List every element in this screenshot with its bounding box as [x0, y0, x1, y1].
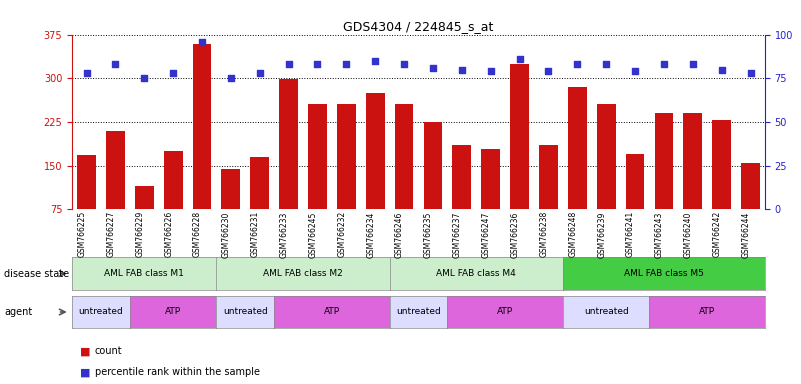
Bar	[654, 113, 674, 209]
Point	[253, 70, 266, 76]
Text: GDS4304 / 224845_s_at: GDS4304 / 224845_s_at	[344, 20, 493, 33]
Text: untreated: untreated	[223, 308, 268, 316]
Text: AML FAB class M5: AML FAB class M5	[624, 269, 704, 278]
Point	[368, 58, 381, 64]
Bar	[77, 155, 96, 209]
Bar	[481, 149, 500, 209]
Text: GSM766233: GSM766233	[280, 211, 288, 258]
Bar	[251, 157, 269, 209]
Text: ■: ■	[80, 367, 91, 377]
Text: GSM766229: GSM766229	[135, 211, 144, 257]
Point	[485, 68, 497, 74]
Bar	[597, 104, 615, 209]
Point	[629, 68, 642, 74]
Bar	[568, 87, 586, 209]
Text: ATP: ATP	[497, 308, 513, 316]
Bar	[626, 154, 645, 209]
Text: GSM766239: GSM766239	[598, 211, 606, 258]
Point	[686, 61, 699, 67]
Text: GSM766248: GSM766248	[568, 211, 578, 257]
Point	[195, 38, 208, 45]
Text: count: count	[95, 346, 122, 356]
Point	[109, 61, 122, 67]
Text: AML FAB class M1: AML FAB class M1	[104, 269, 184, 278]
Text: GSM766230: GSM766230	[222, 211, 231, 258]
Bar	[539, 145, 557, 209]
Text: percentile rank within the sample: percentile rank within the sample	[95, 367, 260, 377]
Point	[340, 61, 352, 67]
Text: ATP: ATP	[165, 308, 181, 316]
Text: untreated: untreated	[584, 308, 629, 316]
Bar	[135, 186, 154, 209]
Text: GSM766240: GSM766240	[684, 211, 693, 258]
Text: GSM766231: GSM766231	[251, 211, 260, 257]
Text: GSM766228: GSM766228	[193, 211, 202, 257]
Text: GSM766238: GSM766238	[539, 211, 549, 257]
Text: GSM766246: GSM766246	[395, 211, 404, 258]
Text: untreated: untreated	[78, 308, 123, 316]
Text: GSM766245: GSM766245	[308, 211, 317, 258]
Bar	[337, 104, 356, 209]
Text: GSM766227: GSM766227	[107, 211, 115, 257]
Bar	[395, 104, 413, 209]
Text: GSM766226: GSM766226	[164, 211, 173, 257]
Text: GSM766236: GSM766236	[510, 211, 520, 258]
Point	[282, 61, 295, 67]
Point	[311, 61, 324, 67]
Point	[715, 66, 728, 73]
Point	[224, 75, 237, 81]
Point	[397, 61, 410, 67]
Bar	[280, 79, 298, 209]
Text: GSM766244: GSM766244	[742, 211, 751, 258]
Point	[600, 61, 613, 67]
Text: ■: ■	[80, 346, 91, 356]
Text: GSM766243: GSM766243	[655, 211, 664, 258]
Point	[456, 66, 469, 73]
Bar	[712, 120, 731, 209]
Text: GSM766237: GSM766237	[453, 211, 462, 258]
Text: ATP: ATP	[324, 308, 340, 316]
Text: ATP: ATP	[699, 308, 715, 316]
Point	[542, 68, 555, 74]
Bar	[163, 151, 183, 209]
Text: GSM766225: GSM766225	[78, 211, 87, 257]
Bar	[222, 169, 240, 209]
Text: agent: agent	[4, 307, 32, 317]
Bar	[106, 131, 125, 209]
Text: GSM766232: GSM766232	[337, 211, 346, 257]
Point	[658, 61, 670, 67]
Text: GSM766234: GSM766234	[366, 211, 375, 258]
Text: AML FAB class M2: AML FAB class M2	[264, 269, 343, 278]
Point	[744, 70, 757, 76]
Text: untreated: untreated	[396, 308, 441, 316]
Bar	[683, 113, 702, 209]
Bar	[308, 104, 327, 209]
Point	[138, 75, 151, 81]
Text: GSM766241: GSM766241	[626, 211, 635, 257]
Point	[80, 70, 93, 76]
Text: GSM766242: GSM766242	[713, 211, 722, 257]
Bar	[741, 163, 760, 209]
Text: AML FAB class M4: AML FAB class M4	[437, 269, 516, 278]
Bar	[453, 145, 471, 209]
Text: disease state: disease state	[4, 268, 69, 279]
Text: GSM766235: GSM766235	[424, 211, 433, 258]
Text: GSM766247: GSM766247	[481, 211, 491, 258]
Bar	[192, 45, 211, 209]
Point	[427, 65, 440, 71]
Point	[513, 56, 526, 62]
Point	[571, 61, 584, 67]
Bar	[424, 122, 442, 209]
Point	[167, 70, 179, 76]
Bar	[366, 93, 384, 209]
Bar	[510, 64, 529, 209]
